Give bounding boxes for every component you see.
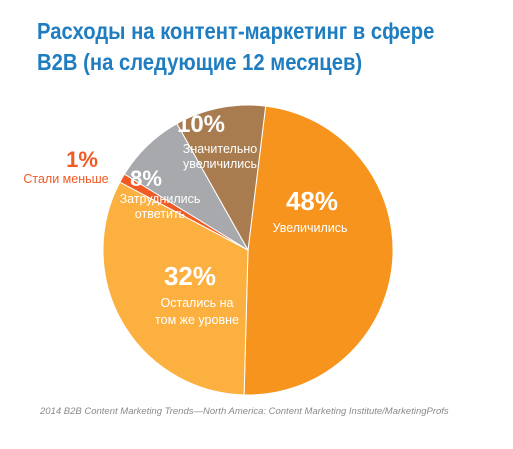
chart-title-line-2: B2B (на следующие 12 месяцев) — [37, 49, 363, 75]
pie-slices — [102, 104, 394, 396]
pie-labels: 48% Увеличились 32% Остались на том же уровн… — [23, 111, 347, 327]
pie-label-percent-same: 32% — [164, 261, 216, 291]
pie-label-percent-less: 1% — [66, 147, 98, 172]
pie-label-desc-hard-2: ответить — [135, 207, 185, 221]
pie-label-desc-significant-1: Значительно — [183, 142, 257, 156]
pie-slice-same — [102, 181, 249, 396]
pie-label-desc-significant-2: увеличились — [183, 157, 257, 171]
pie-slice-increased — [243, 105, 394, 396]
chart-title: Расходы на контент-маркетинг в сфере B2B… — [37, 16, 451, 78]
pie-label-desc-less-1: Стали меньше — [23, 172, 108, 186]
source-note: 2014 B2B Content Marketing Trends—North … — [40, 406, 449, 417]
pie-label-desc-hard-1: Затруднились — [120, 192, 201, 206]
pie-slice-significant — [176, 104, 267, 252]
pie-label-percent-significant: 10% — [177, 111, 225, 138]
pie-label-desc-same-2: том же уровне — [155, 313, 239, 327]
chart-title-line-1: Расходы на контент-маркетинг в сфере — [37, 18, 435, 44]
pie-label-percent-hard: 8% — [130, 166, 162, 191]
pie-label-percent-increased: 48% — [286, 186, 338, 216]
pie-label-desc-same-1: Остались на — [161, 296, 234, 310]
pie-label-desc-increased-1: Увеличились — [272, 221, 347, 235]
